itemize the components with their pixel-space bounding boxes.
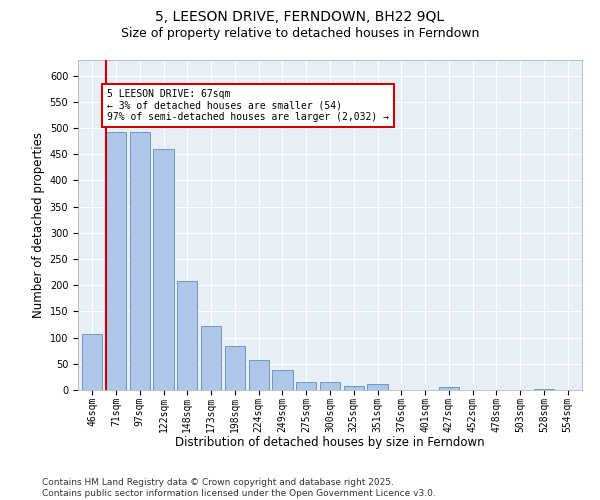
Text: 5 LEESON DRIVE: 67sqm
← 3% of detached houses are smaller (54)
97% of semi-detac: 5 LEESON DRIVE: 67sqm ← 3% of detached h… <box>107 89 389 122</box>
Bar <box>154 149 173 390</box>
Bar <box>320 382 340 390</box>
Bar <box>248 360 269 390</box>
Text: 5, LEESON DRIVE, FERNDOWN, BH22 9QL: 5, LEESON DRIVE, FERNDOWN, BH22 9QL <box>155 10 445 24</box>
Text: Contains HM Land Registry data © Crown copyright and database right 2025.
Contai: Contains HM Land Registry data © Crown c… <box>42 478 436 498</box>
Text: Size of property relative to detached houses in Ferndown: Size of property relative to detached ho… <box>121 28 479 40</box>
Bar <box>106 132 126 390</box>
Bar <box>272 370 293 390</box>
Bar <box>201 326 221 390</box>
Y-axis label: Number of detached properties: Number of detached properties <box>32 132 46 318</box>
Bar <box>225 346 245 390</box>
Bar <box>534 389 554 390</box>
Bar <box>367 384 388 390</box>
Bar <box>82 334 103 390</box>
Bar <box>130 132 150 390</box>
Bar <box>296 382 316 390</box>
X-axis label: Distribution of detached houses by size in Ferndown: Distribution of detached houses by size … <box>175 436 485 448</box>
Bar <box>439 388 459 390</box>
Bar <box>177 281 197 390</box>
Bar <box>344 386 364 390</box>
